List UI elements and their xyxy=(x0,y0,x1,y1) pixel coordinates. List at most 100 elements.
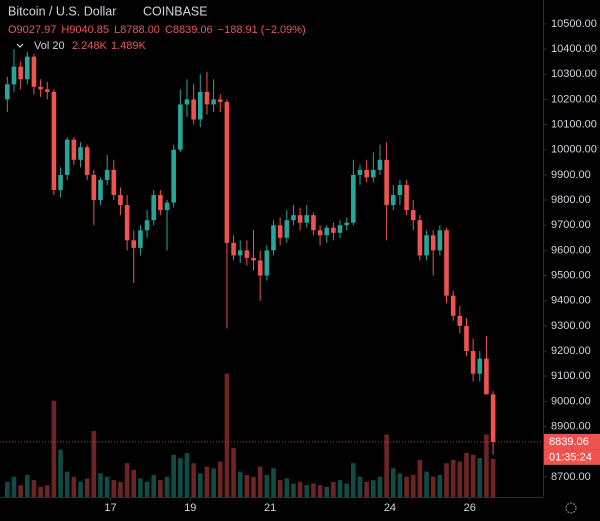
candle-body xyxy=(337,225,343,233)
volume-bar xyxy=(397,473,403,497)
volume-bar xyxy=(144,481,150,497)
volume-bar xyxy=(430,476,436,497)
volume-bar xyxy=(371,480,376,497)
volume-bar xyxy=(158,480,163,497)
candle-body xyxy=(277,225,283,238)
candle-body xyxy=(444,230,449,296)
candle-body xyxy=(424,235,429,256)
volume-bar xyxy=(131,469,137,497)
volume-bar xyxy=(437,475,443,497)
y-tick-label: 9100.00 xyxy=(551,370,591,382)
volume-bar xyxy=(24,475,30,497)
x-tick-label: 19 xyxy=(184,502,196,514)
ohlc-value: C8839.06 xyxy=(165,24,213,36)
candle-body xyxy=(171,149,176,203)
candle-body xyxy=(184,99,190,105)
ohlc-value: L8788.00 xyxy=(114,24,160,36)
volume-legend-title: Vol 20 xyxy=(34,40,65,52)
candle-body xyxy=(244,250,250,258)
volume-bar xyxy=(457,461,463,497)
chart-title: Bitcoin / U.S. Dollar xyxy=(8,4,116,18)
candle-body xyxy=(384,159,389,206)
candle-body xyxy=(31,56,37,87)
candle-body xyxy=(124,205,130,241)
y-tick-label: 10000.00 xyxy=(551,144,597,156)
volume-bar xyxy=(78,481,83,497)
volume-bar xyxy=(484,434,489,497)
y-tick-label: 9300.00 xyxy=(551,320,591,332)
volume-bar xyxy=(98,473,103,497)
candle-body xyxy=(477,358,483,374)
volume-bar xyxy=(377,476,383,497)
candle-body xyxy=(450,295,456,316)
y-tick-label: 9800.00 xyxy=(551,194,591,206)
volume-bar xyxy=(138,478,143,497)
volume-bar xyxy=(417,459,423,497)
candle-body xyxy=(138,230,143,248)
y-tick-label: 10500.00 xyxy=(551,18,597,30)
volume-bar xyxy=(211,468,216,497)
y-tick-label: 10300.00 xyxy=(551,68,597,80)
volume-bar xyxy=(124,463,130,497)
volume-bar xyxy=(191,463,196,497)
collapse-icon[interactable] xyxy=(16,43,24,48)
volume-bar xyxy=(31,480,37,497)
x-tick-label: 17 xyxy=(104,502,116,514)
candle-body xyxy=(284,220,290,238)
countdown-label: 01:35:24 xyxy=(549,451,592,463)
volume-bar xyxy=(337,480,343,497)
candle-body xyxy=(351,174,356,223)
candle-body xyxy=(118,195,123,206)
y-tick-label: 9400.00 xyxy=(551,295,591,307)
candle-body xyxy=(71,139,77,160)
candle-body xyxy=(390,195,396,206)
volume-bar xyxy=(38,486,43,497)
volume-bar xyxy=(404,476,409,497)
candle-body xyxy=(191,99,196,120)
candle-body xyxy=(291,215,296,221)
candle-body xyxy=(91,174,97,201)
volume-bar xyxy=(311,483,316,497)
candle-body xyxy=(410,210,416,221)
volume-bar xyxy=(178,458,183,497)
volume-bar xyxy=(11,476,17,497)
candle-body xyxy=(78,147,83,160)
volume-bar xyxy=(470,454,476,497)
y-tick-label: 9500.00 xyxy=(551,269,591,281)
volume-bar xyxy=(5,481,10,497)
last-price-tag xyxy=(544,433,600,450)
candle-body xyxy=(204,91,210,105)
candle-body xyxy=(357,169,363,175)
candle-body xyxy=(430,235,436,251)
candle-body xyxy=(490,394,496,442)
y-tick-label: 9000.00 xyxy=(551,395,591,407)
volume-bar xyxy=(424,471,429,497)
ohlc-value: −188.91 (−2.09%) xyxy=(218,24,306,36)
volume-bar xyxy=(184,453,190,497)
candle-body xyxy=(11,66,17,85)
volume-bar xyxy=(18,485,23,497)
volume-bar xyxy=(151,475,157,497)
volume-bar xyxy=(237,471,243,497)
volume-bar xyxy=(410,475,416,497)
volume-bar xyxy=(271,468,276,497)
volume-bar xyxy=(118,481,123,497)
y-tick-label: 9900.00 xyxy=(551,169,591,181)
volume-bar xyxy=(284,478,290,497)
candle-body xyxy=(18,66,23,80)
volume-bar xyxy=(264,475,270,497)
x-tick-label: 24 xyxy=(384,502,396,514)
volume-bar xyxy=(104,476,110,497)
candle-body xyxy=(38,86,43,90)
volume-bar xyxy=(450,459,456,497)
volume-bar xyxy=(111,480,117,497)
volume-bar xyxy=(317,485,323,497)
candle-body xyxy=(417,220,423,256)
volume-bar xyxy=(464,453,469,497)
candle-body xyxy=(271,225,276,251)
countdown-tag xyxy=(544,449,600,465)
candle-body xyxy=(257,260,263,276)
ohlc-value: O9027.97 xyxy=(8,24,56,36)
settings-icon[interactable] xyxy=(565,502,577,514)
